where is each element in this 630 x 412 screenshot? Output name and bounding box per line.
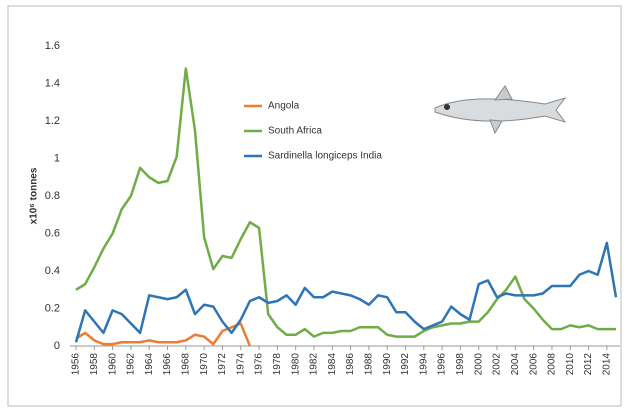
x-tick-label: 1968: [180, 353, 191, 376]
x-tick-label: 1994: [418, 353, 429, 376]
y-tick-label: 0.8: [45, 190, 60, 202]
x-tick-label: 1988: [364, 353, 375, 376]
x-tick-label: 1962: [126, 353, 137, 376]
x-tick-label: 1984: [327, 353, 338, 376]
x-tick-label: 1978: [272, 353, 283, 376]
legend-label: Sardinella longiceps India: [268, 151, 382, 162]
x-tick-label: 1976: [254, 353, 265, 376]
x-tick-label: 1958: [89, 353, 100, 376]
series-line: [75, 67, 616, 338]
y-tick-label: 1.6: [45, 40, 60, 52]
x-tick-label: 1960: [107, 353, 118, 376]
x-tick-label: 1964: [144, 353, 155, 376]
series-line: [75, 322, 252, 347]
x-tick-label: 1992: [400, 353, 411, 376]
legend-label: Angola: [268, 101, 300, 112]
y-tick-label: 1.2: [45, 115, 60, 127]
x-tick-label: 2014: [601, 353, 612, 376]
fish-illustration: [434, 85, 567, 135]
x-tick-label: 1986: [345, 353, 356, 376]
y-tick-label: 0.4: [45, 265, 60, 277]
x-tick-label: 1996: [437, 353, 448, 376]
y-tick-label: 1.4: [45, 77, 60, 89]
x-tick-label: 2000: [473, 353, 484, 376]
x-tick-label: 1974: [235, 353, 246, 376]
legend-label: South Africa: [268, 126, 322, 137]
x-tick-label: 1998: [455, 353, 466, 376]
x-tick-label: 2012: [583, 353, 594, 376]
x-tick-label: 1982: [309, 353, 320, 376]
series-line: [74, 241, 618, 343]
x-tick-label: 2004: [510, 353, 521, 376]
y-tick-label: 0: [54, 340, 60, 352]
y-axis-label: x10⁶ tonnes: [29, 167, 40, 224]
x-tick-label: 1980: [290, 353, 301, 376]
x-tick-label: 1966: [162, 353, 173, 376]
frame: [7, 5, 622, 407]
x-tick-label: 1956: [71, 353, 82, 376]
x-tick-label: 1990: [382, 353, 393, 376]
y-tick-label: 1: [54, 152, 60, 164]
y-tick-label: 0.2: [45, 302, 60, 314]
x-tick-label: 2002: [492, 353, 503, 376]
x-tick-label: 2008: [547, 353, 558, 376]
x-tick-label: 2010: [565, 353, 576, 376]
x-tick-label: 1972: [217, 353, 228, 376]
x-tick-label: 1970: [199, 353, 210, 376]
x-tick-label: 2006: [528, 353, 539, 376]
y-tick-label: 0.6: [45, 227, 60, 239]
